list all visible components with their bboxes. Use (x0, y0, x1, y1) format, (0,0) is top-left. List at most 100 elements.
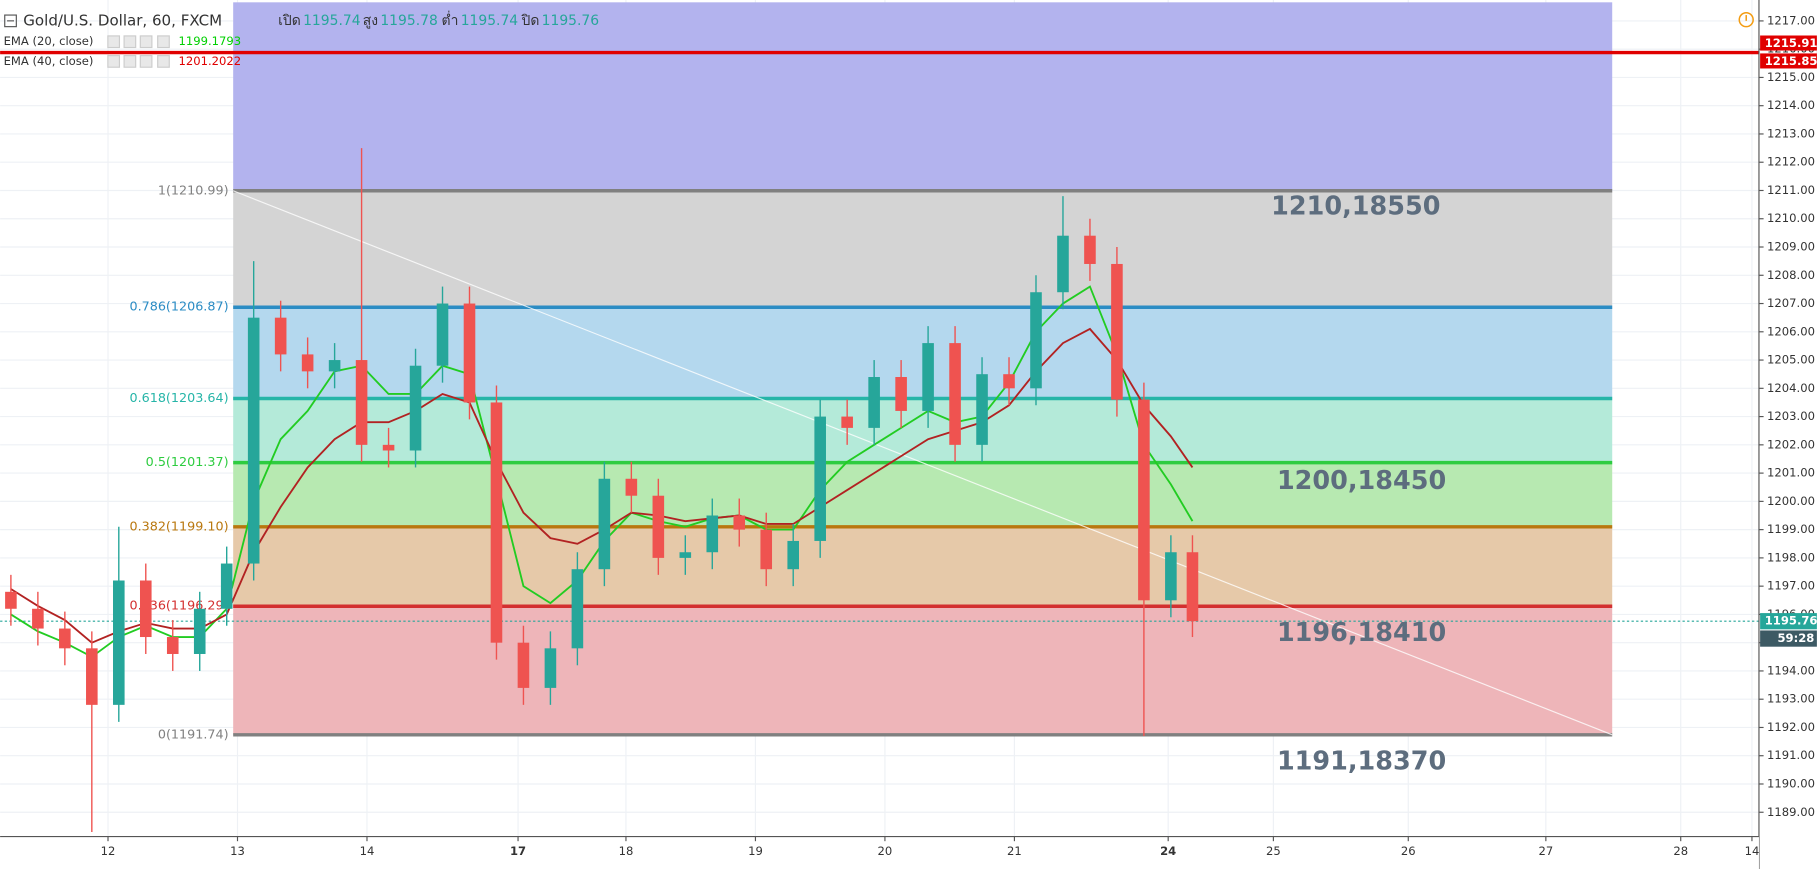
indicator-button[interactable] (123, 35, 137, 49)
candle-body (166, 637, 179, 654)
alert-icon[interactable] (1738, 11, 1754, 28)
candle-body (598, 478, 611, 570)
x-tick-label: 27 (1538, 844, 1553, 858)
candle-body (868, 377, 880, 428)
candle-body (679, 552, 692, 558)
indicator-name: EMA (40, close) (4, 54, 94, 68)
fib-zone (233, 606, 1613, 735)
x-tick-label: 14 (360, 844, 375, 858)
ohlc-name: เปิด (278, 13, 301, 29)
price-axis (1758, 0, 1817, 869)
x-tick-label: 13 (230, 844, 245, 858)
y-tick-label: 1198.00 (1767, 550, 1815, 564)
indicator-button[interactable] (157, 35, 170, 49)
x-tick-label: 19 (748, 844, 763, 858)
x-tick-label: 17 (510, 844, 526, 858)
y-tick-label: 1209.00 (1767, 240, 1815, 254)
y-tick-label: 1217.00 (1767, 13, 1815, 27)
indicator-button[interactable] (107, 35, 121, 49)
annotation: 1196,18410 (1277, 618, 1446, 648)
fib-level-label: 1(1210.99) (158, 183, 229, 198)
x-tick-label: 20 (878, 844, 893, 858)
ohlc-name: สูง (363, 13, 378, 29)
indicator-button[interactable] (107, 55, 121, 68)
candle-body (814, 416, 826, 541)
y-tick-label: 1205.00 (1767, 353, 1815, 367)
candle-body (1003, 374, 1015, 389)
fib-zone (233, 526, 1613, 607)
y-tick-label: 1189.00 (1767, 805, 1815, 819)
ohlc-value: 1195.74 (303, 13, 361, 29)
y-tick-label: 1203.00 (1767, 409, 1815, 423)
fib-zone (233, 190, 1613, 308)
candle-body (274, 317, 287, 355)
price-badge-label: 1215.91 (1765, 36, 1817, 50)
candle-body (841, 416, 853, 428)
candle-body (113, 580, 125, 705)
fib-level-label: 0.618(1203.64) (129, 391, 228, 406)
candle-body (328, 360, 341, 372)
time-axis (0, 836, 1759, 869)
last-price-label: 1195.76 (1765, 614, 1817, 628)
candle-body (1084, 235, 1096, 264)
fib-level-label: 0.382(1199.10) (129, 519, 228, 534)
x-tick-label: 26 (1401, 844, 1416, 858)
annotation: 1210,18550 (1271, 191, 1440, 221)
candle-body (86, 648, 98, 705)
y-tick-label: 1211.00 (1767, 183, 1815, 197)
fib-level-label: 0.786(1206.87) (129, 300, 228, 315)
indicator-button[interactable] (139, 55, 153, 68)
candle-body (1186, 552, 1199, 622)
indicator-button[interactable] (123, 55, 137, 68)
y-tick-label: 1215.00 (1767, 70, 1815, 84)
candle-body (32, 608, 44, 629)
indicator-button[interactable] (157, 55, 170, 68)
candle-body (652, 495, 665, 558)
candle-body (463, 303, 476, 403)
indicator-button[interactable] (139, 35, 153, 49)
y-tick-label: 1214.00 (1767, 98, 1815, 112)
x-tick-label: 18 (619, 844, 634, 858)
y-tick-label: 1210.00 (1767, 211, 1815, 225)
candle-body (1111, 263, 1123, 400)
candle-body (220, 563, 233, 609)
candle-body (490, 402, 503, 643)
y-tick-label: 1207.00 (1767, 296, 1815, 310)
x-tick-label: 12 (101, 844, 116, 858)
y-tick-label: 1190.00 (1767, 776, 1815, 790)
candle-body (139, 580, 152, 638)
y-tick-label: 1197.00 (1767, 579, 1815, 593)
candle-body (1030, 292, 1042, 389)
candle-body (976, 374, 988, 445)
collapse-icon[interactable] (4, 14, 17, 28)
candle-body (301, 354, 314, 372)
y-tick-label: 1201.00 (1767, 466, 1815, 480)
fib-zone (233, 2, 1613, 191)
price-badge (1760, 35, 1817, 51)
candle-body (733, 515, 746, 530)
candle-body (1138, 399, 1150, 601)
x-tick-label: 28 (1673, 844, 1688, 858)
y-tick-label: 1202.00 (1767, 437, 1815, 451)
y-tick-label: 1212.00 (1767, 155, 1815, 169)
y-tick-label: 1200.00 (1767, 494, 1815, 508)
candle-body (706, 515, 719, 553)
y-tick-label: 1192.00 (1767, 720, 1815, 734)
annotation: 1191,18370 (1277, 746, 1446, 776)
countdown-label: 59:28 (1777, 631, 1814, 645)
candle-body (760, 529, 773, 570)
ohlc-value: 1195.74 (461, 13, 519, 29)
y-tick-label: 1213.00 (1767, 126, 1815, 140)
fib-zone (233, 462, 1613, 527)
candle-body (625, 478, 638, 496)
y-tick-label: 1204.00 (1767, 381, 1815, 395)
y-tick-label: 1208.00 (1767, 268, 1815, 282)
indicator-name: EMA (20, close) (4, 34, 94, 48)
x-tick-label: 21 (1007, 844, 1022, 858)
ohlc-value: 1195.78 (380, 13, 437, 29)
candle-body (247, 317, 260, 564)
candle-body (355, 360, 368, 445)
candle-body (571, 569, 584, 649)
candle-body (193, 608, 206, 654)
